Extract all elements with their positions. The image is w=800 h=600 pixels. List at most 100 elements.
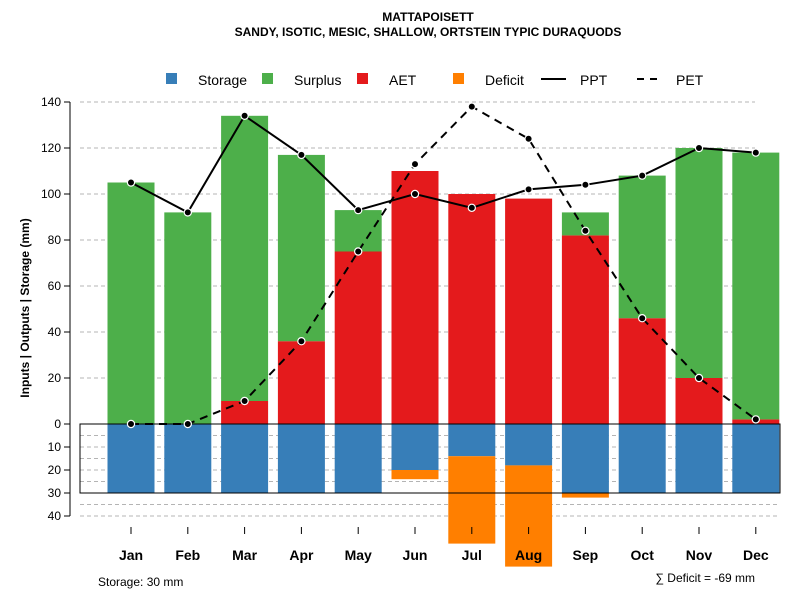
bar-storage bbox=[107, 424, 155, 493]
bar-deficit bbox=[391, 470, 439, 480]
bar-storage bbox=[277, 424, 325, 493]
y-tick-label-upper: 120 bbox=[41, 141, 61, 155]
y-tick-label-upper: 140 bbox=[41, 95, 61, 109]
point-ppt bbox=[410, 189, 420, 199]
legend-label-storage: Storage bbox=[198, 72, 247, 88]
point-ppt bbox=[467, 203, 476, 212]
point-ppt bbox=[694, 143, 704, 153]
y-tick-label-upper: 40 bbox=[48, 325, 62, 339]
legend-swatch-storage bbox=[166, 73, 177, 84]
x-tick-label: Aug bbox=[515, 547, 542, 563]
legend-label-ppt: PPT bbox=[580, 72, 608, 88]
series-lines bbox=[126, 102, 761, 429]
line-pet bbox=[131, 105, 757, 425]
y-tick-label-upper: 100 bbox=[41, 187, 61, 201]
bar-storage bbox=[561, 424, 609, 493]
bar-surplus bbox=[675, 148, 723, 378]
bar-surplus bbox=[277, 154, 325, 342]
y-tick-label-lower: 40 bbox=[48, 509, 62, 523]
bar-surplus bbox=[732, 152, 780, 420]
point-pet bbox=[751, 415, 761, 424]
point-pet bbox=[126, 419, 136, 429]
point-pet bbox=[638, 314, 647, 323]
legend-label-deficit: Deficit bbox=[485, 72, 524, 88]
bar-storage bbox=[391, 424, 439, 470]
point-pet bbox=[240, 396, 249, 406]
x-tick-label: Jul bbox=[462, 547, 482, 563]
bar-surplus bbox=[561, 212, 609, 236]
bar-deficit bbox=[561, 493, 609, 498]
x-tick-label: Apr bbox=[289, 547, 314, 563]
point-pet bbox=[354, 247, 363, 256]
bar-storage bbox=[732, 424, 780, 493]
point-pet bbox=[694, 373, 704, 383]
bar-surplus bbox=[334, 210, 382, 252]
chart-subtitle: SANDY, ISOTIC, MESIC, SHALLOW, ORTSTEIN … bbox=[235, 25, 622, 39]
x-tick-label: May bbox=[345, 547, 372, 563]
point-ppt bbox=[240, 111, 249, 121]
x-tick-label: Feb bbox=[175, 547, 200, 563]
y-tick-label-lower: 10 bbox=[48, 440, 62, 454]
y-tick-label-lower: 20 bbox=[48, 463, 62, 477]
bar-storage bbox=[334, 424, 382, 493]
y-tick-label-upper: 0 bbox=[54, 417, 61, 431]
bar-aet bbox=[505, 198, 553, 424]
legend-label-aet: AET bbox=[389, 72, 417, 88]
point-ppt bbox=[524, 185, 533, 194]
point-ppt bbox=[638, 171, 647, 180]
y-tick-label-upper: 80 bbox=[48, 233, 62, 247]
chart-title: MATTAPOISETT bbox=[382, 10, 474, 24]
bar-aet bbox=[334, 251, 382, 424]
point-pet bbox=[467, 102, 476, 111]
bar-aet bbox=[618, 318, 666, 424]
bar-storage bbox=[505, 424, 553, 466]
bar-storage bbox=[221, 424, 269, 493]
storage-capacity-box bbox=[79, 423, 781, 494]
x-tick-label: Mar bbox=[232, 547, 257, 563]
storage-note: Storage: 30 mm bbox=[98, 575, 183, 589]
point-pet bbox=[183, 419, 192, 429]
point-ppt bbox=[751, 148, 761, 157]
bar-aet bbox=[561, 235, 609, 424]
point-pet bbox=[524, 134, 533, 143]
legend-swatch-surplus bbox=[262, 73, 273, 84]
point-ppt bbox=[297, 150, 306, 160]
x-tick-label: Jun bbox=[403, 547, 428, 563]
point-pet bbox=[297, 337, 306, 346]
point-ppt bbox=[126, 178, 136, 187]
bar-storage bbox=[618, 424, 666, 493]
y-tick-label-upper: 60 bbox=[48, 279, 62, 293]
bar-storage bbox=[164, 424, 212, 493]
axes: 0 20 40 60 80 100 120 140 10 20 30 40 Jan Feb Mar Apr Ma… bbox=[41, 95, 781, 563]
point-pet bbox=[581, 226, 590, 235]
y-tick-label-upper: 20 bbox=[48, 371, 62, 385]
bar-aet bbox=[277, 341, 325, 424]
point-pet bbox=[410, 159, 420, 169]
bar-aet bbox=[448, 194, 496, 424]
bar-storage bbox=[448, 424, 496, 457]
bar-aet bbox=[675, 378, 723, 424]
deficit-note: ∑ Deficit = -69 mm bbox=[655, 571, 755, 585]
x-tick-label: Dec bbox=[743, 547, 769, 563]
bar-aet bbox=[391, 171, 439, 424]
x-tick-label: Sep bbox=[573, 547, 599, 563]
point-ppt bbox=[183, 208, 192, 217]
x-tick-label: Jan bbox=[119, 547, 143, 563]
bar-surplus bbox=[107, 182, 155, 424]
bar-deficit bbox=[505, 465, 553, 567]
x-tick-label: Nov bbox=[686, 547, 713, 563]
line-ppt bbox=[130, 114, 756, 214]
legend-swatch-aet bbox=[357, 73, 368, 84]
legend: Storage Surplus AET Deficit PPT PET bbox=[166, 72, 704, 88]
x-tick-label: Oct bbox=[631, 547, 655, 563]
legend-label-surplus: Surplus bbox=[294, 72, 341, 88]
bar-surplus bbox=[221, 115, 269, 402]
bar-surplus bbox=[618, 175, 666, 319]
bars bbox=[107, 115, 780, 567]
legend-label-pet: PET bbox=[676, 72, 704, 88]
y-tick-label-lower: 30 bbox=[48, 486, 62, 500]
bar-storage bbox=[675, 424, 723, 493]
y-axis-label: Inputs | Outputs | Storage (mm) bbox=[18, 218, 32, 397]
legend-swatch-deficit bbox=[453, 73, 464, 84]
